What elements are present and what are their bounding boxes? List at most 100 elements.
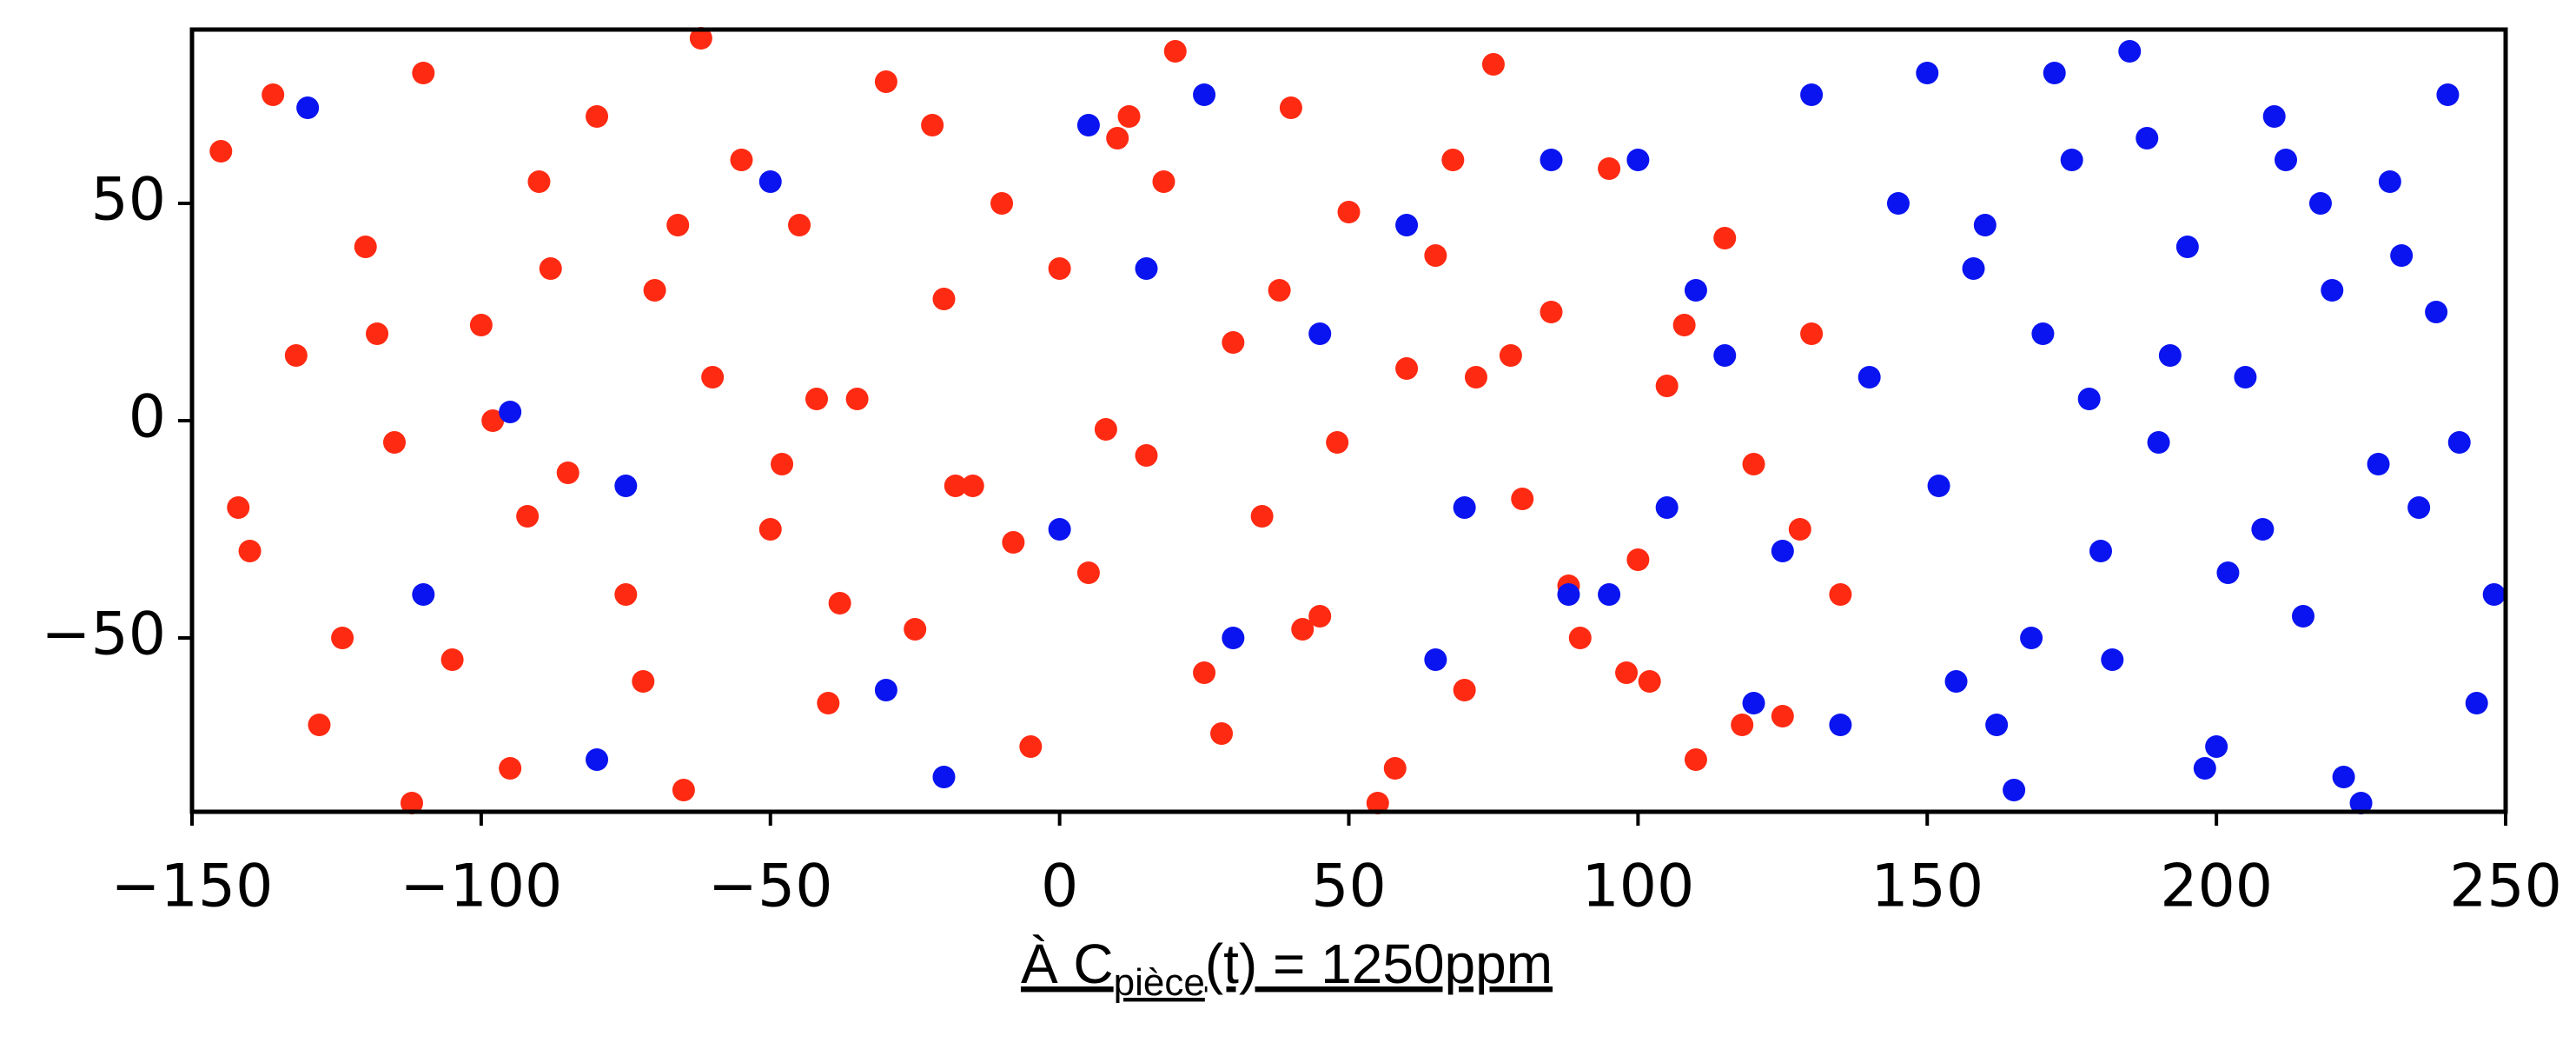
scatter-point <box>1499 344 1522 367</box>
plot-frame <box>189 27 2508 814</box>
scatter-point <box>2216 561 2240 584</box>
scatter-point <box>1655 375 1679 397</box>
scatter-point <box>354 236 377 258</box>
scatter-point <box>1540 149 1563 171</box>
scatter-point <box>990 192 1014 215</box>
scatter-point <box>1117 105 1141 128</box>
scatter-point <box>2291 605 2314 628</box>
scatter-point <box>758 518 782 541</box>
scatter-point <box>932 766 956 788</box>
scatter-point <box>1684 748 1707 771</box>
scatter-point <box>614 475 638 497</box>
scatter-point <box>2118 40 2142 63</box>
x-axis-label: À Cpièce(t) = 1250ppm <box>1021 933 1553 1004</box>
scatter-point <box>701 366 725 389</box>
scatter-point <box>1481 53 1505 76</box>
scatter-point <box>1250 505 1274 528</box>
scatter-point <box>672 779 695 801</box>
scatter-point <box>1326 431 1349 454</box>
scatter-point <box>412 583 435 606</box>
scatter-point <box>1222 331 1245 354</box>
scatter-point <box>2367 453 2390 475</box>
scatter-point <box>614 583 638 606</box>
scatter-point <box>2089 540 2112 562</box>
scatter-point <box>961 475 984 497</box>
scatter-point <box>556 462 579 484</box>
scatter-point <box>2205 735 2228 758</box>
scatter-point <box>2234 366 2257 389</box>
x-tick-label: 0 <box>1041 853 1078 921</box>
scatter-point <box>2447 431 2471 454</box>
scatter-point <box>1424 648 1447 671</box>
scatter-point <box>1395 357 1419 380</box>
scatter-point <box>2101 648 2124 671</box>
x-tick-label: −100 <box>400 853 562 921</box>
scatter-point <box>2031 322 2055 345</box>
scatter-point <box>730 149 753 171</box>
scatter-point <box>1222 627 1245 649</box>
scatter-point <box>1019 735 1043 758</box>
scatter-point <box>788 214 811 236</box>
scatter-point <box>1615 661 1639 684</box>
scatter-point <box>499 757 522 780</box>
scatter-point <box>771 453 794 475</box>
scatter-point <box>1858 366 1881 389</box>
scatter-point <box>2465 692 2488 714</box>
scatter-point <box>1927 475 1950 497</box>
scatter-point <box>2436 83 2460 106</box>
scatter-point <box>400 792 423 814</box>
scatter-point <box>1337 201 1361 223</box>
scatter-point <box>932 288 956 310</box>
scatter-point <box>1464 366 1487 389</box>
scatter-point <box>1048 257 1071 280</box>
scatter-point <box>1713 344 1737 367</box>
scatter-point <box>1626 548 1650 571</box>
scatter-point <box>2020 627 2043 649</box>
scatter-point <box>2332 766 2355 788</box>
scatter-point <box>2158 344 2182 367</box>
scatter-point <box>1210 722 1234 745</box>
scatter-point <box>1731 714 1754 736</box>
y-tick-label: −50 <box>41 601 166 669</box>
scatter-point <box>1742 453 1765 475</box>
scatter-point <box>1742 692 1765 714</box>
scatter-point <box>331 627 354 649</box>
scatter-point <box>1048 518 1071 541</box>
scatter-point <box>262 83 285 106</box>
scatter-point <box>666 214 690 236</box>
scatter-point <box>2390 244 2414 267</box>
scatter-point <box>1540 301 1563 323</box>
scatter-point <box>366 322 389 345</box>
scatter-point <box>2262 105 2286 128</box>
scatter-point <box>1291 618 1314 641</box>
scatter-point <box>2378 170 2401 193</box>
scatter-point <box>1655 496 1679 519</box>
scatter-point <box>1076 114 1100 136</box>
scatter-point <box>1771 705 1794 727</box>
scatter-point <box>805 388 829 410</box>
x-tick-label: 250 <box>2449 853 2562 921</box>
scatter-point <box>1638 670 1661 693</box>
scatter-point <box>2349 792 2373 814</box>
scatter-point <box>1916 62 1939 84</box>
plot-area <box>209 27 2506 814</box>
scatter-point <box>1106 127 1129 149</box>
scatter-point <box>1279 96 1302 119</box>
scatter-point <box>296 96 320 119</box>
scatter-point <box>828 592 851 614</box>
scatter-point <box>499 401 522 423</box>
x-tick-label: 200 <box>2160 853 2273 921</box>
scatter-point <box>2043 62 2066 84</box>
scatter-point <box>1002 531 1025 554</box>
scatter-point <box>1268 279 1291 302</box>
scatter-point <box>1962 257 1985 280</box>
scatter-point <box>1152 170 1175 193</box>
scatter-point <box>2193 757 2216 780</box>
scatter-point <box>1672 314 1696 336</box>
scatter-point <box>904 618 927 641</box>
x-label-subscript: pièce <box>1114 961 1205 1004</box>
scatter-point <box>383 431 407 454</box>
scatter-point <box>643 279 666 302</box>
scatter-point <box>1598 583 1621 606</box>
